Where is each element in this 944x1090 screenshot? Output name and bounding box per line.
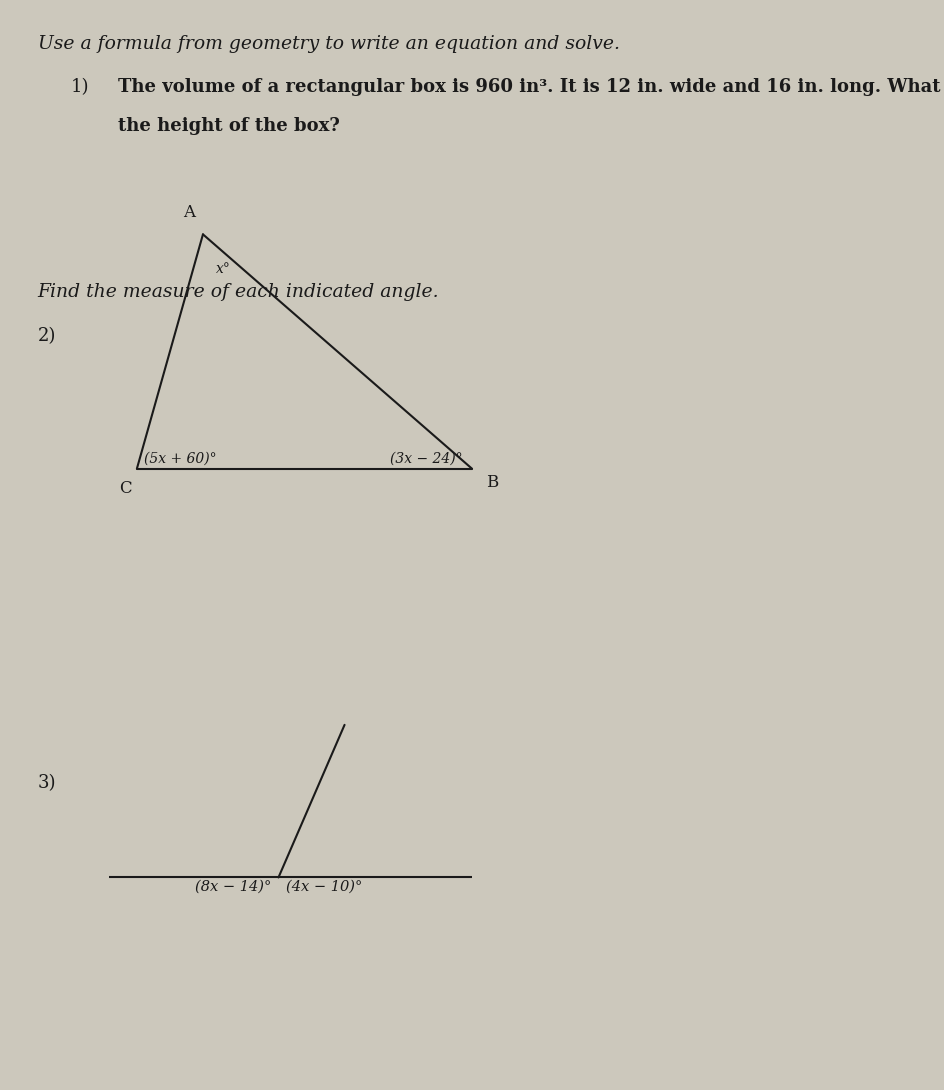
Text: Find the measure of each indicated angle.: Find the measure of each indicated angle… — [38, 283, 439, 302]
Text: The volume of a rectangular box is 960 in³. It is 12 in. wide and 16 in. long. W: The volume of a rectangular box is 960 i… — [118, 78, 944, 97]
Text: (8x − 14)°: (8x − 14)° — [194, 880, 271, 894]
Text: 3): 3) — [38, 774, 57, 792]
Text: (4x − 10)°: (4x − 10)° — [286, 880, 362, 894]
Text: 2): 2) — [38, 327, 56, 346]
Text: (5x + 60)°: (5x + 60)° — [144, 451, 217, 465]
Text: A: A — [183, 204, 195, 221]
Text: (3x − 24)°: (3x − 24)° — [390, 451, 463, 465]
Text: 1): 1) — [71, 78, 90, 97]
Text: the height of the box?: the height of the box? — [118, 117, 340, 135]
Text: C: C — [120, 480, 132, 497]
Text: x°: x° — [216, 262, 231, 276]
Text: Use a formula from geometry to write an equation and solve.: Use a formula from geometry to write an … — [38, 35, 620, 53]
Text: B: B — [486, 474, 498, 492]
